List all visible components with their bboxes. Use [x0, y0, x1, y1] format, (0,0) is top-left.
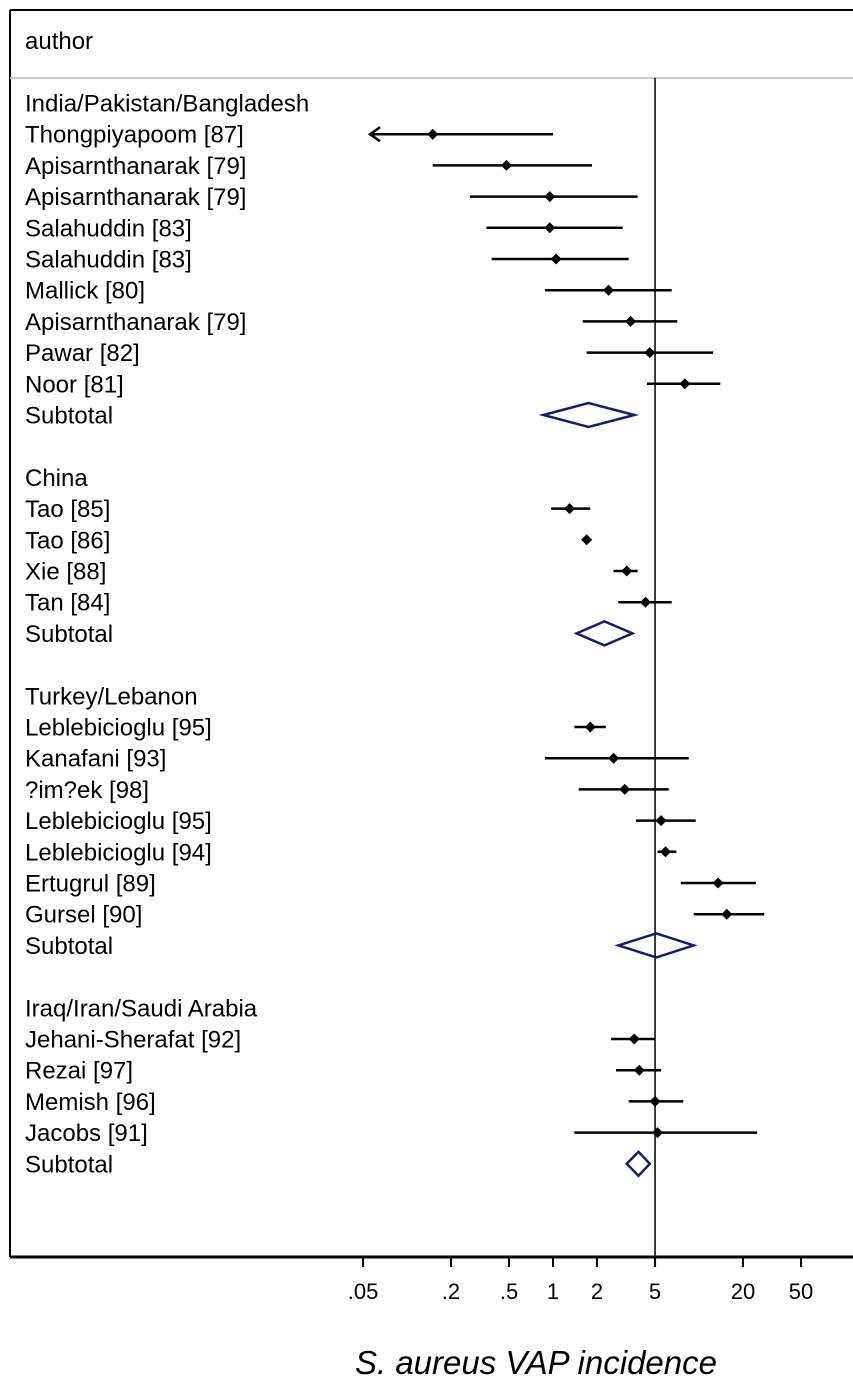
study-label: ?im?ek [98]: [25, 777, 149, 804]
study-label: Jacobs [91]: [25, 1120, 148, 1147]
study-label: Pawar [82]: [25, 340, 140, 367]
point-estimate: [550, 253, 562, 265]
subtotal-diamond: [538, 401, 640, 429]
subtotal-label: Subtotal: [25, 1151, 113, 1178]
point-estimate: [660, 846, 672, 858]
study-rows: India/Pakistan/Bangladesh Thongpiyapoom […: [25, 91, 765, 1178]
study-label: Thongpiyapoom [87]: [25, 122, 244, 149]
study-label: Tan [84]: [25, 590, 110, 617]
study-label: Salahuddin [83]: [25, 247, 192, 274]
point-estimate: [500, 159, 512, 171]
point-estimate: [584, 721, 596, 733]
point-estimate: [639, 596, 651, 608]
point-estimate: [644, 347, 656, 359]
point-estimate: [427, 128, 439, 140]
point-estimate: [608, 752, 620, 764]
x-tick-label: .05: [348, 1279, 379, 1304]
point-estimate: [652, 1127, 664, 1139]
study-label: Tao [85]: [25, 496, 110, 523]
x-tick-label: 5: [649, 1279, 661, 1304]
group-label: India/Pakistan/Bangladesh: [25, 91, 309, 118]
point-estimate: [649, 1095, 661, 1107]
study-label: Apisarnthanarak [79]: [25, 309, 246, 336]
x-tick-label: 2: [591, 1279, 603, 1304]
point-estimate: [564, 503, 576, 515]
x-tick-label: .5: [500, 1279, 518, 1304]
study-label: Xie [88]: [25, 559, 106, 586]
study-label: Kanafani [93]: [25, 746, 166, 773]
x-tick-label: 50: [789, 1279, 813, 1304]
subtotal-diamond: [614, 932, 698, 959]
point-estimate: [603, 284, 615, 296]
group-label: China: [25, 465, 88, 492]
subtotal-label: Subtotal: [25, 621, 113, 648]
x-axis: .05 .2 .5 1 2 5 20 50: [348, 1257, 813, 1304]
study-label: Ertugrul [89]: [25, 871, 156, 898]
study-label: Salahuddin [83]: [25, 215, 192, 242]
study-label: Leblebicioglu [94]: [25, 839, 212, 866]
study-label: Rezai [97]: [25, 1058, 133, 1085]
ci-arrow: [367, 126, 381, 143]
x-tick-label: 20: [731, 1279, 755, 1304]
subtotal-diamond: [625, 1149, 652, 1178]
column-header: author: [25, 28, 93, 55]
point-estimate: [721, 908, 733, 920]
study-label: Noor [81]: [25, 371, 124, 398]
study-label: Gursel [90]: [25, 902, 142, 929]
subtotal-diamond: [573, 620, 636, 647]
x-axis-title: S. aureus VAP incidence: [355, 1344, 717, 1381]
point-estimate: [544, 191, 556, 203]
point-estimate: [628, 1033, 640, 1045]
point-estimate: [544, 222, 556, 234]
study-label: Leblebicioglu [95]: [25, 808, 212, 835]
point-estimate: [712, 877, 724, 889]
point-estimate: [619, 783, 631, 795]
study-label: Apisarnthanarak [79]: [25, 153, 246, 180]
point-estimate: [655, 815, 667, 827]
study-label: Jehani-Sherafat [92]: [25, 1027, 241, 1054]
subtotal-label: Subtotal: [25, 403, 113, 430]
study-label: Leblebicioglu [95]: [25, 715, 212, 742]
point-estimate: [625, 315, 637, 327]
x-tick-label: 1: [547, 1279, 559, 1304]
point-estimate: [679, 378, 691, 390]
group-label: Turkey/Lebanon: [25, 683, 198, 710]
plot-frame: [9, 9, 853, 1259]
point-estimate: [581, 534, 593, 546]
study-label: Apisarnthanarak [79]: [25, 184, 246, 211]
point-estimate: [621, 565, 633, 577]
study-label: Tao [86]: [25, 527, 110, 554]
study-label: Mallick [80]: [25, 278, 145, 305]
point-estimate: [633, 1064, 645, 1076]
subtotal-label: Subtotal: [25, 933, 113, 960]
x-tick-label: .2: [442, 1279, 460, 1304]
group-label: Iraq/Iran/Saudi Arabia: [25, 995, 258, 1022]
study-label: Memish [96]: [25, 1089, 156, 1116]
